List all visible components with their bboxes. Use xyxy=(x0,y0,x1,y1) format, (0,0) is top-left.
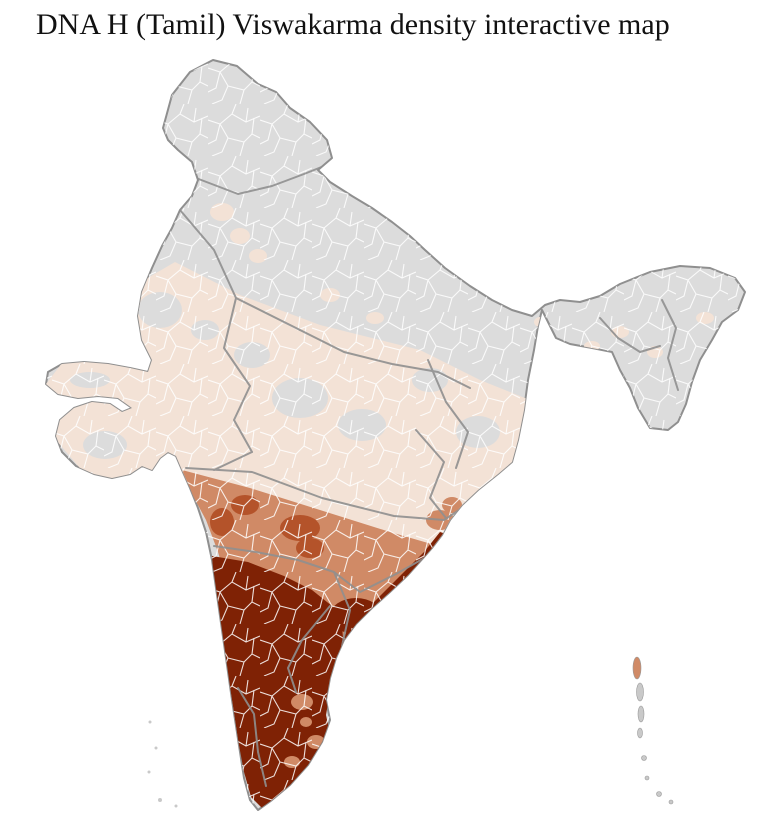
lakshadweep-islands[interactable] xyxy=(147,720,178,808)
andaman-nicobar-islands[interactable] xyxy=(632,656,674,805)
page-title: DNA H (Tamil) Viswakarma density interac… xyxy=(36,8,670,41)
district-borders xyxy=(46,60,745,810)
